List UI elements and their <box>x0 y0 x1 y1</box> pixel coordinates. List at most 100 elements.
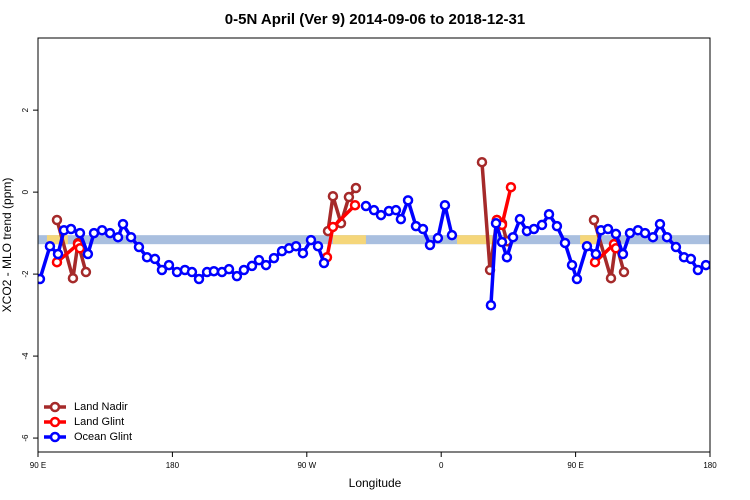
series-marker <box>327 190 339 202</box>
y-tick-label: 0 <box>21 189 30 194</box>
series-marker <box>590 248 602 260</box>
series-marker <box>88 227 100 239</box>
series-marker <box>231 270 243 282</box>
series-marker <box>543 209 555 220</box>
series-marker <box>44 240 56 252</box>
x-tick-label: 180 <box>166 461 180 470</box>
series-marker <box>349 199 361 211</box>
series-marker <box>297 247 309 259</box>
series-marker <box>610 228 622 240</box>
x-tick-label: 90 W <box>297 461 316 470</box>
series-marker <box>360 200 372 212</box>
series-marker <box>402 195 414 206</box>
band-highlight <box>580 235 598 245</box>
series-marker <box>602 223 614 235</box>
series-marker <box>65 223 77 235</box>
legend-label: Land Nadir <box>74 401 128 413</box>
series-marker <box>439 199 451 211</box>
series-marker <box>670 241 682 253</box>
series-marker <box>38 273 46 285</box>
legend: Land Nadir Land Glint Ocean Glint <box>44 401 132 443</box>
series-marker <box>692 264 704 276</box>
band-highlight <box>332 235 366 245</box>
series-marker <box>117 218 129 230</box>
series-marker <box>417 223 429 235</box>
series-marker <box>125 231 137 243</box>
series-marker <box>193 273 205 285</box>
series-marker <box>490 218 502 229</box>
legend-marker <box>49 431 61 443</box>
series-marker <box>528 223 540 235</box>
series-marker <box>290 240 302 252</box>
series-marker <box>163 259 175 271</box>
series-marker <box>639 227 651 239</box>
series-marker <box>74 243 86 254</box>
series-marker <box>605 272 617 284</box>
series-marker <box>432 232 444 244</box>
series-marker <box>395 213 407 225</box>
series-marker <box>617 248 629 260</box>
series-marker <box>112 231 124 243</box>
x-tick-label: 0 <box>439 461 444 470</box>
chart-title: 0-5N April (Ver 9) 2014-09-06 to 2018-12… <box>225 11 525 28</box>
series-marker <box>390 204 402 216</box>
series-marker <box>700 259 710 271</box>
series-marker <box>67 272 79 284</box>
series-marker <box>618 266 630 278</box>
series-marker <box>446 229 458 241</box>
series-marker <box>208 265 220 277</box>
series-marker <box>74 227 86 239</box>
legend-marker <box>49 416 61 428</box>
series-marker <box>514 213 526 225</box>
series-marker <box>51 256 63 268</box>
series-marker <box>507 231 519 243</box>
series-marker <box>566 259 578 271</box>
reference-band <box>38 235 710 245</box>
series-marker <box>52 248 64 260</box>
series-marker <box>647 231 659 243</box>
series-marker <box>375 209 387 221</box>
series-marker <box>343 191 355 203</box>
plot-area <box>38 156 710 311</box>
series-marker <box>260 259 272 271</box>
series-marker <box>268 252 280 264</box>
series-marker <box>350 182 362 194</box>
series-marker <box>496 236 508 248</box>
series-marker <box>312 240 324 252</box>
y-tick-label: -2 <box>21 270 30 278</box>
legend-label: Ocean Glint <box>74 431 132 443</box>
series-marker <box>246 260 258 272</box>
series-marker <box>80 266 92 278</box>
legend-marker <box>49 401 61 413</box>
series-marker <box>156 264 168 276</box>
series-marker <box>505 181 517 193</box>
series-marker <box>253 254 265 266</box>
plot-frame <box>37 37 711 453</box>
legend-label: Land Glint <box>74 416 124 428</box>
y-tick-label: -4 <box>21 352 30 360</box>
series-marker <box>588 214 600 226</box>
series-marker <box>661 231 673 243</box>
series-marker <box>571 273 583 285</box>
y-axis-title: XCO2 - MLO trend (ppm) <box>0 178 14 313</box>
band-highlight <box>457 235 492 245</box>
series-marker <box>559 237 571 249</box>
series-marker <box>624 227 636 239</box>
series-marker <box>368 204 380 216</box>
series-marker <box>327 221 339 233</box>
series-marker <box>424 239 436 251</box>
series-marker <box>186 266 198 278</box>
series-marker <box>589 256 601 268</box>
series-marker <box>485 300 497 311</box>
series-marker <box>104 227 116 239</box>
series-marker <box>318 257 330 269</box>
series-marker <box>551 220 563 232</box>
y-tick-label: -6 <box>21 434 30 442</box>
series-marker <box>581 240 593 252</box>
series-marker <box>476 156 488 168</box>
series-marker <box>149 253 161 265</box>
series-marker <box>654 218 666 230</box>
y-tick-label: 2 <box>21 107 30 112</box>
